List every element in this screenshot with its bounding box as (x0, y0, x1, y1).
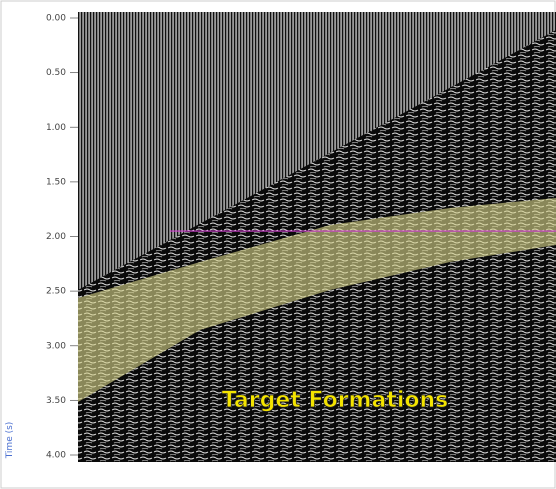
y-tick-label: 1.50 (46, 177, 66, 187)
y-tick-label: 4.00 (46, 451, 66, 461)
y-tick-label: 0.00 (46, 14, 66, 24)
pre-first-break (78, 12, 556, 290)
y-tick-label: 1.00 (46, 123, 66, 133)
axis-label: Time (s) (5, 422, 15, 460)
target-zone (78, 198, 556, 402)
y-tick-label: 3.50 (46, 396, 66, 406)
y-tick-label: 0.50 (46, 68, 66, 78)
seismic-section (78, 12, 556, 462)
y-tick-label: 2.50 (46, 287, 66, 297)
y-tick-label: 2.00 (46, 232, 66, 242)
y-tick-label: 3.00 (46, 341, 66, 351)
annotation: Target Formations (222, 388, 449, 413)
